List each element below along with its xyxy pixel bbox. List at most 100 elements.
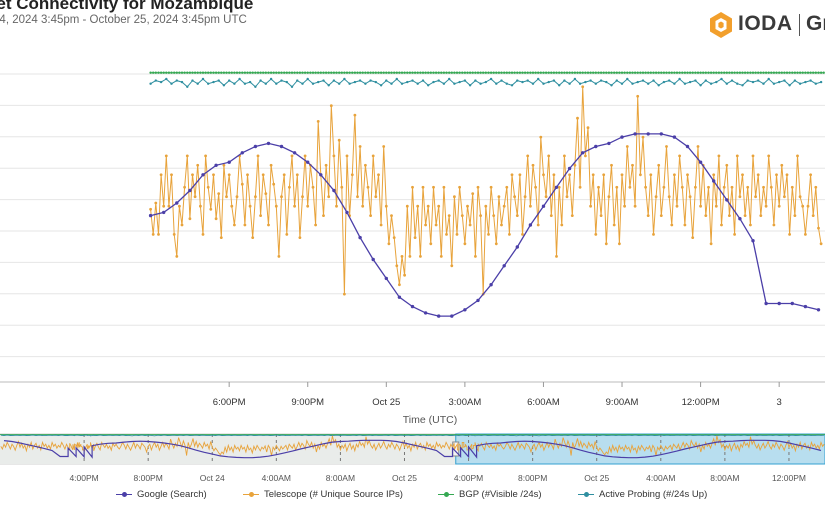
data-point-google: [214, 163, 218, 167]
data-point-bgp: [280, 71, 283, 74]
data-point-bgp: [526, 71, 529, 74]
data-point-bgp: [322, 71, 325, 74]
x-axis-ticks: 6:00PM 9:00PM Oct 25 3:00AM 6:00AM 9:00AM 12:0…: [213, 382, 782, 408]
data-point-probing: [798, 82, 802, 85]
data-point-probing: [626, 77, 629, 81]
data-point-bgp: [751, 71, 755, 74]
data-point-bgp: [296, 71, 299, 74]
data-point-bgp: [529, 71, 532, 74]
ioda-logo[interactable]: IODA Gr: [706, 10, 825, 40]
data-point-google: [227, 160, 231, 164]
data-point-bgp: [804, 71, 807, 74]
data-point-telescope: [222, 163, 226, 167]
data-point-telescope: [665, 145, 668, 148]
data-point-probing: [547, 80, 550, 84]
data-point-bgp: [610, 71, 613, 74]
data-point-bgp: [385, 71, 388, 74]
data-point-bgp: [723, 71, 726, 74]
data-point-probing: [149, 82, 152, 85]
date-range: r 24, 2024 3:45pm - October 25, 2024 3:4…: [0, 14, 247, 26]
data-point-probing: [767, 77, 770, 81]
data-point-probing: [275, 82, 278, 85]
legend-item-google[interactable]: Google (Search): [116, 489, 207, 500]
data-point-telescope: [704, 214, 708, 218]
time-navigator[interactable]: 4:00PM 8:00PM Oct 24 4:00AM 8:00AM Oct 25 4:00…: [0, 0, 825, 490]
data-point-google: [607, 141, 611, 146]
data-point-telescope: [272, 182, 276, 186]
connectivity-chart[interactable]: 6:00PM 9:00PM Oct 25 3:00AM 6:00AM 9:00AM 12:0…: [0, 0, 825, 440]
data-point-telescope: [699, 204, 702, 208]
data-point-telescope: [670, 223, 674, 227]
data-point-google: [777, 301, 781, 306]
data-point-telescope: [489, 185, 493, 189]
data-point-telescope: [531, 163, 535, 167]
data-point-bgp: [468, 71, 472, 74]
data-point-telescope: [628, 185, 632, 189]
data-point-bgp: [694, 71, 697, 74]
navigator-tick-label: 4:00AM: [646, 473, 675, 483]
data-point-google: [816, 308, 821, 312]
series-line-google: [150, 133, 819, 317]
legend-item-active-probing[interactable]: Active Probing (#/24s Up): [578, 489, 707, 500]
legend-swatch-google: [116, 490, 132, 500]
data-point-bgp: [319, 71, 322, 74]
data-point-telescope: [542, 173, 545, 177]
data-point-telescope: [769, 185, 773, 189]
data-point-bgp: [484, 71, 487, 74]
data-point-probing: [715, 80, 718, 84]
legend-item-bgp[interactable]: BGP (#Visible /24s): [438, 489, 542, 500]
data-point-telescope: [570, 214, 574, 218]
data-point-telescope: [219, 236, 223, 240]
data-point-bgp: [683, 71, 687, 74]
data-point-bgp: [283, 71, 286, 74]
data-point-telescope: [494, 242, 498, 246]
data-point-bgp: [487, 71, 490, 74]
data-point-bgp: [809, 71, 812, 74]
data-point-telescope: [620, 173, 624, 177]
data-point-bgp: [767, 71, 770, 74]
data-point-bgp: [516, 71, 519, 74]
data-point-probing: [537, 77, 540, 81]
data-point-telescope: [429, 242, 433, 246]
data-point-bgp: [411, 71, 414, 74]
logo-text: IODA: [738, 12, 793, 35]
data-point-probing: [819, 80, 823, 84]
data-point-telescope: [405, 204, 409, 208]
data-point-bgp: [324, 71, 328, 74]
data-point-bgp: [167, 71, 171, 74]
data-point-probing: [699, 84, 702, 87]
data-point-google: [528, 223, 533, 227]
data-point-probing: [495, 82, 498, 85]
data-point-bgp: [589, 71, 592, 74]
data-point-probing: [599, 79, 603, 82]
data-point-bgp: [544, 71, 548, 74]
data-point-telescope: [573, 163, 577, 167]
data-point-probing: [746, 79, 749, 82]
data-point-bgp: [390, 71, 393, 74]
data-point-telescope: [196, 163, 200, 167]
data-point-probing: [741, 84, 744, 87]
data-point-probing: [694, 79, 697, 82]
data-point-bgp: [510, 71, 514, 74]
data-point-probing: [757, 79, 760, 82]
data-point-telescope: [175, 255, 179, 258]
data-point-bgp: [214, 71, 218, 74]
data-point-bgp: [754, 71, 757, 74]
data-point-bgp: [170, 71, 173, 74]
data-point-bgp: [503, 71, 506, 74]
data-point-bgp: [495, 71, 498, 74]
data-point-probing: [683, 82, 687, 85]
data-point-telescope: [183, 185, 187, 189]
data-point-telescope: [217, 192, 221, 196]
data-point-bgp: [366, 71, 370, 74]
legend-item-telescope[interactable]: Telescope (# Unique Source IPs): [243, 489, 403, 500]
data-point-telescope: [353, 113, 357, 117]
data-point-telescope: [487, 233, 490, 236]
data-point-bgp: [599, 71, 603, 74]
data-point-bgp: [212, 71, 215, 74]
data-point-telescope: [733, 233, 736, 236]
data-point-bgp: [267, 71, 270, 74]
data-point-telescope: [597, 185, 600, 189]
data-point-bgp: [272, 71, 275, 74]
data-point-bgp: [235, 71, 239, 74]
